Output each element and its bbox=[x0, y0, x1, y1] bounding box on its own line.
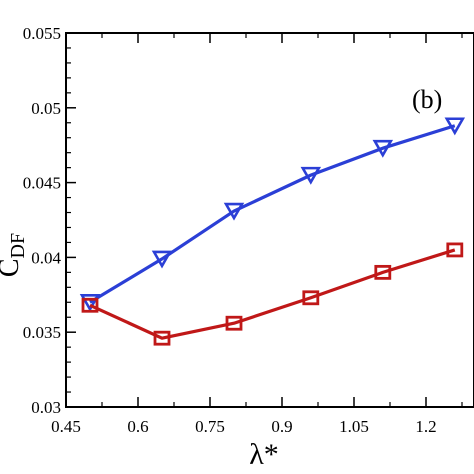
data-point bbox=[153, 330, 171, 346]
data-point bbox=[302, 290, 320, 306]
data-point bbox=[79, 293, 101, 312]
x-tick-label: 0.9 bbox=[271, 417, 292, 436]
data-point bbox=[81, 297, 99, 313]
series-line-1 bbox=[89, 124, 456, 304]
data-point bbox=[446, 242, 464, 258]
x-tick-label: 1.2 bbox=[415, 417, 436, 436]
y-axis-title-subscript: DF bbox=[7, 233, 29, 259]
data-point bbox=[223, 202, 245, 221]
data-point bbox=[444, 117, 466, 136]
series-line-2 bbox=[89, 248, 456, 340]
x-tick-label: 1.05 bbox=[339, 417, 369, 436]
x-tick-label: 0.6 bbox=[127, 417, 148, 436]
y-tick-label: 0.055 bbox=[23, 24, 61, 43]
y-axis-title: CDF bbox=[0, 233, 29, 277]
x-axis-title: λ* bbox=[249, 438, 279, 471]
plot-area: 0.45 0.6 0.75 0.9 1.05 1.2 0.03 0.035 0.04 0.045 0… bbox=[23, 24, 474, 436]
y-tick-label: 0.035 bbox=[23, 323, 61, 342]
data-point bbox=[300, 166, 322, 185]
y-axis-title-main: C bbox=[0, 258, 25, 277]
x-tick-label: 0.75 bbox=[195, 417, 225, 436]
y-tick-label: 0.05 bbox=[31, 99, 61, 118]
panel-label: (b) bbox=[412, 85, 442, 114]
y-tick-label: 0.04 bbox=[31, 248, 61, 267]
plot-frame bbox=[65, 32, 474, 408]
x-tick-label: 0.45 bbox=[51, 417, 81, 436]
data-point bbox=[225, 315, 243, 331]
y-tick-label: 0.03 bbox=[31, 398, 61, 417]
data-point bbox=[151, 250, 173, 269]
data-point bbox=[372, 139, 394, 158]
y-tick-label: 0.045 bbox=[23, 174, 61, 193]
data-point bbox=[374, 264, 392, 280]
